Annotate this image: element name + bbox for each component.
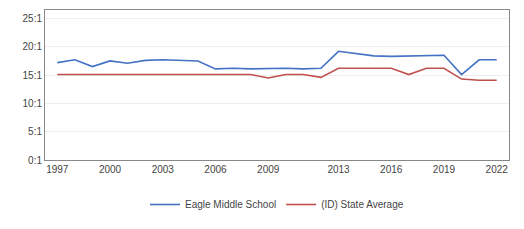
svg-text:10:1: 10:1	[23, 98, 43, 109]
svg-text:25:1: 25:1	[23, 13, 43, 24]
svg-text:Eagle Middle School: Eagle Middle School	[185, 199, 276, 210]
svg-text:20:1: 20:1	[23, 41, 43, 52]
svg-text:2003: 2003	[152, 164, 175, 175]
svg-text:2016: 2016	[380, 164, 403, 175]
svg-text:2013: 2013	[327, 164, 350, 175]
svg-text:0:1: 0:1	[28, 155, 42, 166]
svg-text:15:1: 15:1	[23, 70, 43, 81]
svg-text:2000: 2000	[99, 164, 122, 175]
svg-text:2006: 2006	[204, 164, 227, 175]
svg-text:2009: 2009	[257, 164, 280, 175]
svg-text:1997: 1997	[46, 164, 69, 175]
svg-text:(ID) State Average: (ID) State Average	[321, 199, 404, 210]
svg-text:2022: 2022	[486, 164, 509, 175]
svg-text:5:1: 5:1	[28, 126, 42, 137]
svg-text:2019: 2019	[433, 164, 456, 175]
